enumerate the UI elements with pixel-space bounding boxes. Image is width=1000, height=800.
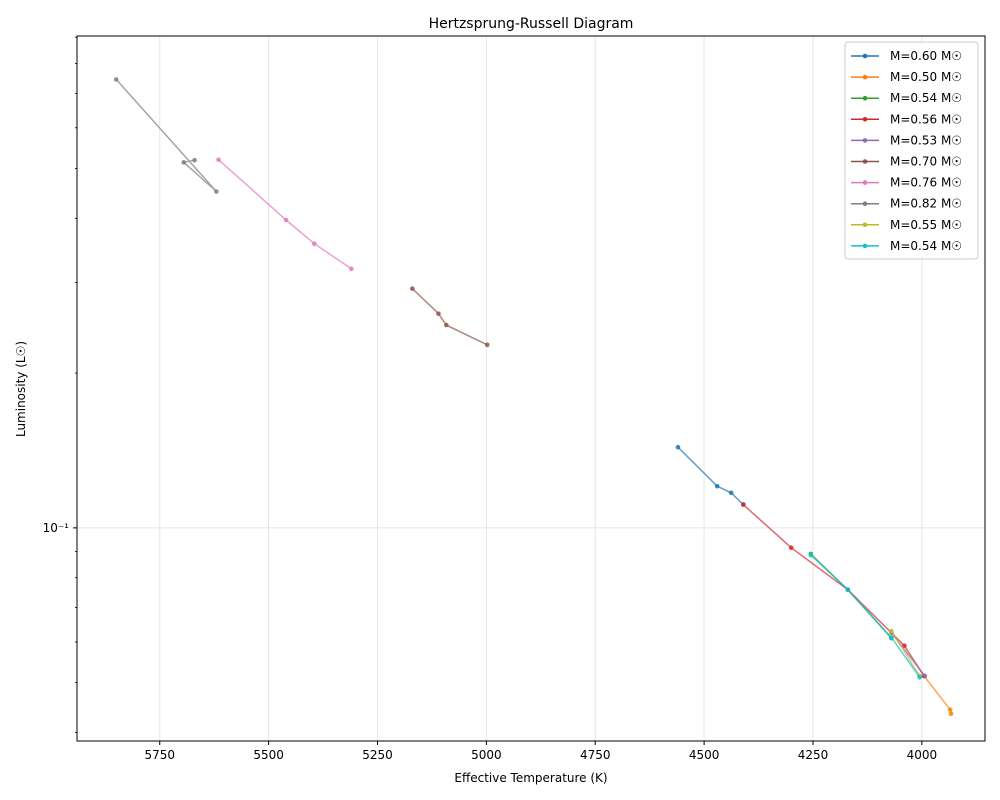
legend-entry: M=0.82 M☉	[851, 197, 962, 211]
data-point	[216, 157, 221, 163]
x-tick-label: 4500	[689, 748, 720, 762]
y-axis-label: Luminosity (L☉)	[14, 341, 28, 437]
axis-ticks: 5750 5500 5250 5000 4750 4500 4250 4000 10⁻¹	[43, 36, 938, 762]
legend-label: M=0.76 M☉	[890, 176, 962, 190]
x-tick-label: 5000	[471, 748, 502, 762]
chart-title: Hertzsprung-Russell Diagram	[429, 16, 634, 32]
legend-label: M=0.54 M☉	[890, 239, 962, 253]
data-point	[948, 711, 954, 717]
data-point	[788, 545, 794, 550]
data-point	[312, 241, 317, 247]
series-line	[411, 288, 488, 346]
series-7	[216, 157, 354, 272]
legend-entry: M=0.50 M☉	[851, 70, 962, 84]
series-line	[115, 78, 217, 193]
data-point	[484, 342, 490, 348]
legend-swatch-marker	[862, 222, 868, 228]
legend-label: M=0.56 M☉	[890, 112, 962, 126]
legend-entry: M=0.55 M☉	[851, 218, 962, 232]
x-axis-label: Effective Temperature (K)	[454, 771, 607, 785]
series-group	[113, 77, 954, 717]
data-point	[728, 490, 734, 496]
legend-entry: M=0.56 M☉	[851, 112, 962, 126]
series-6	[410, 286, 490, 348]
data-point	[436, 311, 441, 316]
legend-entry: M=0.54 M☉	[851, 91, 962, 105]
legend-label: M=0.53 M☉	[890, 133, 962, 147]
legend-entry: M=0.70 M☉	[851, 155, 962, 169]
plot-frame	[76, 35, 986, 742]
series-line	[890, 630, 921, 677]
data-point	[675, 444, 681, 450]
series-line	[677, 446, 744, 506]
data-point	[808, 552, 814, 558]
series-10	[808, 552, 922, 680]
data-point	[113, 77, 119, 82]
legend-label: M=0.55 M☉	[890, 218, 962, 232]
data-point	[410, 286, 415, 291]
data-point	[714, 483, 720, 489]
x-tick-label: 4750	[580, 748, 611, 762]
series-line	[218, 159, 352, 270]
data-point	[349, 266, 354, 272]
data-point	[443, 322, 449, 328]
data-point	[889, 635, 894, 640]
legend-swatch-marker	[862, 53, 868, 59]
legend-swatch-marker	[862, 138, 868, 143]
legend-label: M=0.50 M☉	[890, 70, 962, 84]
x-tick-label: 4250	[798, 748, 829, 762]
x-tick-label: 5250	[362, 748, 393, 762]
data-point	[947, 707, 953, 712]
legend-entry: M=0.76 M☉	[851, 176, 962, 190]
data-point	[917, 675, 922, 680]
legend-swatch-marker	[862, 159, 868, 164]
y-tick-label: 10⁻¹	[43, 521, 70, 535]
data-point	[902, 643, 907, 648]
x-tick-label: 5750	[144, 748, 175, 762]
series-8	[113, 77, 219, 194]
data-point	[181, 160, 186, 165]
legend-box	[844, 41, 979, 260]
legend-swatch-marker	[862, 74, 868, 80]
legend-swatch-marker	[862, 95, 868, 101]
legend-swatch-marker	[862, 180, 868, 185]
data-point	[214, 189, 219, 194]
legend-entry: M=0.60 M☉	[851, 49, 962, 63]
data-point	[192, 157, 197, 163]
legend-label: M=0.54 M☉	[890, 91, 962, 105]
legend-entry: M=0.53 M☉	[851, 133, 962, 147]
series-line	[810, 554, 921, 678]
data-point	[922, 673, 928, 679]
data-point	[845, 587, 851, 593]
legend-label: M=0.82 M☉	[890, 197, 962, 211]
legend-label: M=0.60 M☉	[890, 49, 962, 63]
legend-swatch-marker	[862, 243, 868, 249]
legend-swatch-marker	[862, 201, 868, 206]
legend-label: M=0.70 M☉	[890, 155, 962, 169]
data-point	[889, 628, 894, 634]
data-point	[741, 502, 746, 507]
legend-entry: M=0.54 M☉	[851, 239, 962, 253]
legend: M=0.60 M☉ M=0.50 M☉ M=0.54 M☉ M=0.56 M☉ M=0.…	[844, 41, 979, 260]
x-tick-label: 4000	[907, 748, 938, 762]
x-tick-label: 5500	[253, 748, 284, 762]
legend-swatch-marker	[862, 117, 868, 122]
data-point	[283, 217, 289, 223]
